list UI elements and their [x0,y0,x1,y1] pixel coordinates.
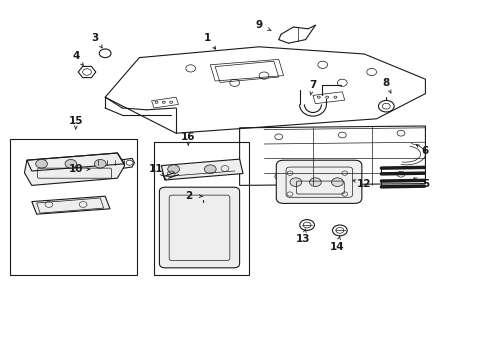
Text: 14: 14 [329,242,344,252]
Text: 1: 1 [204,33,211,43]
Text: 6: 6 [421,146,428,156]
Circle shape [94,159,106,168]
Text: 7: 7 [308,80,316,90]
Circle shape [65,159,77,168]
Circle shape [36,159,47,168]
Polygon shape [32,196,110,214]
Polygon shape [161,159,243,180]
Text: 8: 8 [382,78,389,88]
Text: 16: 16 [181,132,195,142]
Polygon shape [24,153,124,185]
Text: 12: 12 [356,179,371,189]
Circle shape [331,178,343,186]
Text: 4: 4 [72,51,80,61]
Text: 10: 10 [68,164,83,174]
Circle shape [204,165,216,174]
Circle shape [309,178,321,186]
Text: 9: 9 [255,20,262,30]
Text: 13: 13 [295,234,310,244]
Circle shape [167,165,179,174]
FancyBboxPatch shape [276,160,361,203]
Text: 11: 11 [149,164,163,174]
Text: 3: 3 [92,33,99,43]
Text: 2: 2 [184,191,191,201]
Text: 15: 15 [68,116,83,126]
FancyBboxPatch shape [159,187,239,268]
Circle shape [289,178,301,186]
Text: 5: 5 [421,179,428,189]
